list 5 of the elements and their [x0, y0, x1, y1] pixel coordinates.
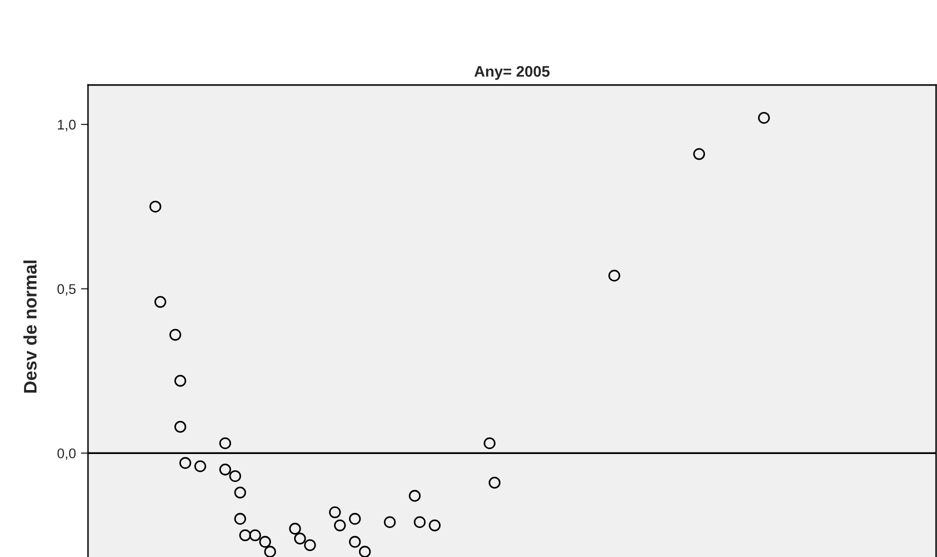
y-tick-label: 0,0	[57, 448, 76, 460]
y-tick-label: 1,0	[58, 120, 76, 132]
y-axis-title: Desv de normal	[23, 260, 37, 393]
chart-title: Any= 2005	[474, 66, 550, 80]
y-tick-label: 0,5	[57, 284, 76, 296]
